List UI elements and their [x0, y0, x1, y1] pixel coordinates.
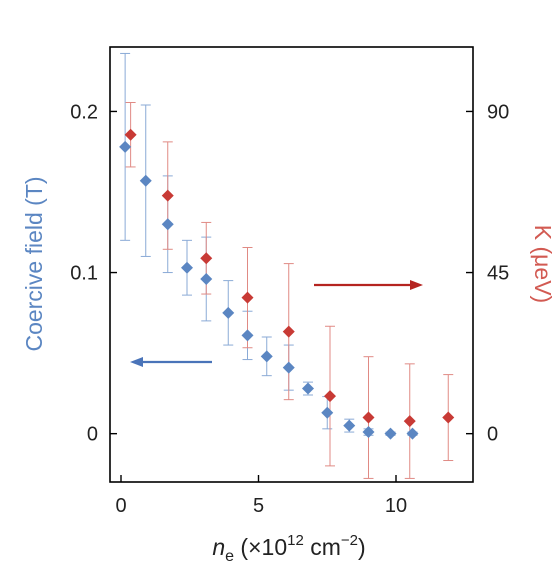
- left-arrow-head: [130, 357, 143, 367]
- left-series-points: [119, 140, 419, 440]
- right-series-point-2: [200, 252, 213, 265]
- y-left-tick-label-0: 0: [87, 424, 98, 446]
- axis-ticks: 0 5 10 0 0.1 0.2 0 45 90: [70, 101, 509, 517]
- left-series-point-7: [260, 350, 273, 363]
- left-series-point-3: [181, 261, 193, 274]
- right-series-point-3: [241, 291, 254, 304]
- right-series-point-8: [442, 411, 455, 424]
- plot-frame: [109, 46, 474, 483]
- left-series-point-6: [241, 329, 254, 342]
- right-series-point-0: [124, 128, 137, 141]
- x-axis-label-symbol: n: [212, 534, 225, 560]
- right-series-point-6: [362, 411, 375, 424]
- left-series-point-13: [384, 427, 397, 440]
- right-series-error-bars: [125, 101, 454, 479]
- x-tick-label-0: 0: [115, 495, 126, 517]
- y-right-tick-label-0: 0: [487, 424, 498, 446]
- y-axis-right-label: K (μeV): [530, 225, 556, 303]
- x-axis-label-text: (×10: [234, 534, 287, 560]
- x-axis-label-superscript-1: 12: [287, 532, 304, 549]
- left-series-point-5: [222, 306, 235, 319]
- y-right-tick-label-1: 45: [487, 263, 509, 285]
- right-arrow-annotation: [314, 280, 423, 290]
- y-right-tick-label-2: 90: [487, 101, 509, 123]
- left-series-error-bars: [120, 52, 418, 436]
- left-series-point-8: [282, 361, 295, 374]
- right-series-point-1: [161, 189, 174, 202]
- x-axis-label-close: ): [358, 534, 366, 560]
- left-series-point-10: [321, 406, 334, 419]
- left-series-point-2: [161, 218, 174, 231]
- right-arrow-head: [410, 280, 423, 290]
- left-series-point-1: [139, 174, 152, 187]
- x-tick-label-2: 10: [385, 495, 407, 517]
- x-axis-label-subscript: e: [225, 548, 234, 564]
- x-axis-label: ne (×1012 cm−2): [212, 532, 365, 564]
- left-series-point-4: [200, 273, 213, 285]
- left-series-point-14: [406, 427, 419, 440]
- x-axis-label-superscript-2: −2: [341, 532, 358, 549]
- y-left-tick-label-2: 0.2: [70, 101, 98, 123]
- x-axis-label-unit: cm: [304, 534, 341, 560]
- y-left-tick-label-1: 0.1: [70, 263, 98, 285]
- right-series-point-7: [403, 415, 416, 428]
- right-series-points: [124, 128, 455, 428]
- left-series-point-11: [343, 419, 356, 432]
- x-tick-label-1: 5: [253, 495, 264, 517]
- left-series-point-12: [362, 426, 375, 439]
- right-series-point-5: [324, 390, 336, 403]
- left-arrow-annotation: [130, 357, 212, 367]
- right-series-point-4: [282, 325, 295, 338]
- left-series-point-9: [302, 382, 314, 395]
- left-series-point-0: [119, 140, 132, 153]
- y-axis-left-label: Coercive field (T): [21, 176, 47, 351]
